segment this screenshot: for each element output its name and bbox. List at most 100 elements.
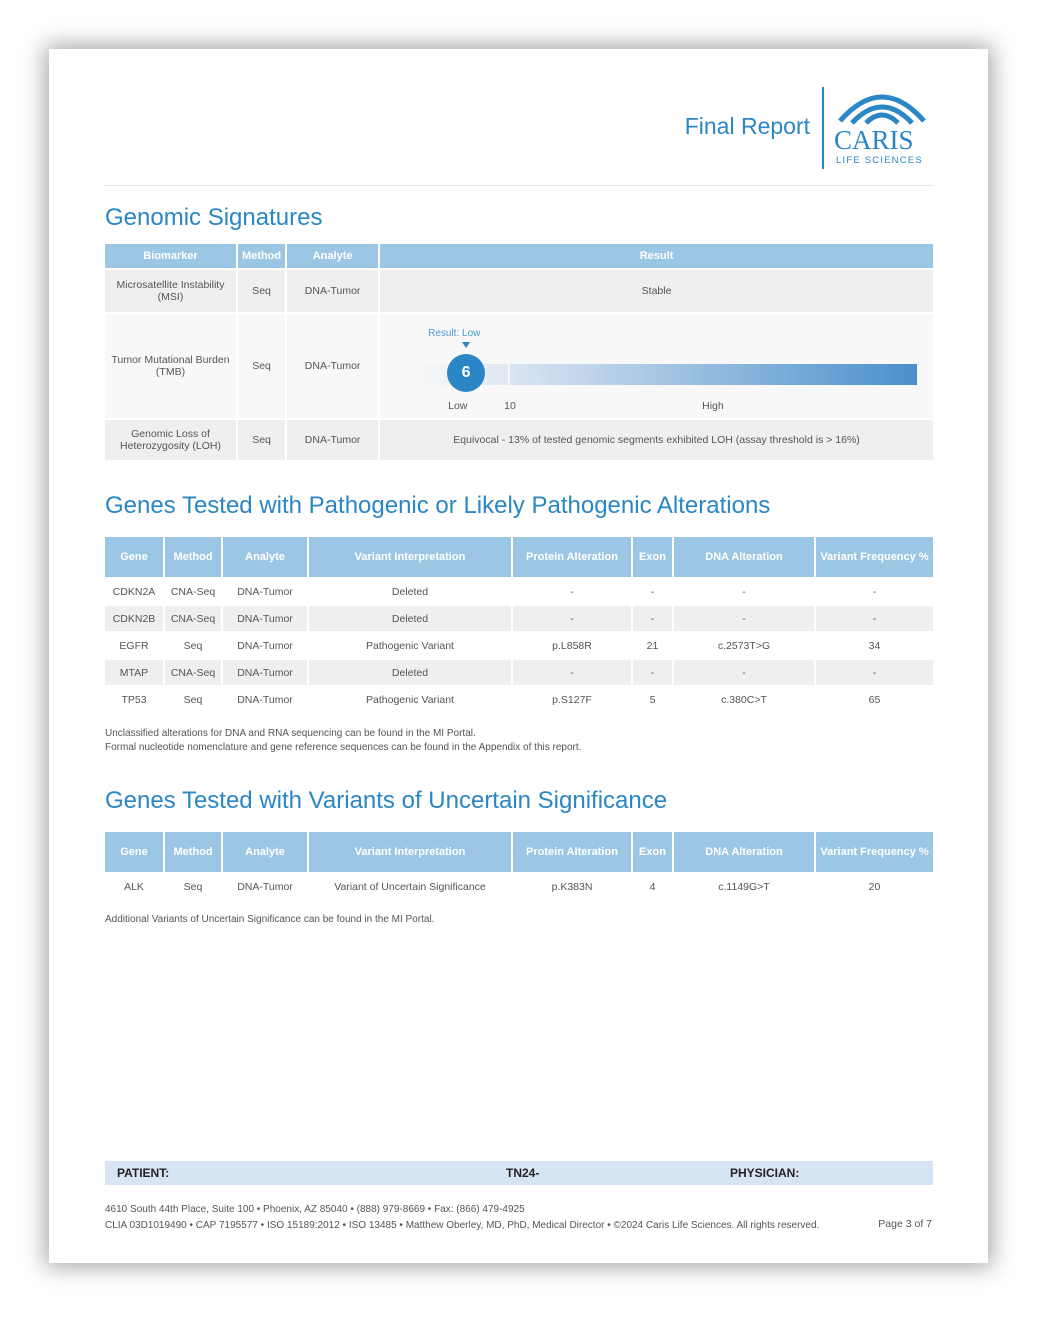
col-header: Variant Frequency % xyxy=(816,832,933,872)
report-page: Final Report CARIS LIFE SCIENCES Genomic… xyxy=(49,49,988,1263)
tmb-threshold-label: 10 xyxy=(504,400,516,412)
cell: - xyxy=(513,606,631,631)
cell: c.2573T>G xyxy=(717,639,771,652)
table-row: MTAP CNA-Seq DNA-Tumor Deleted - - - - xyxy=(105,660,933,685)
table-row: CDKN2A CNA-Seq DNA-Tumor Deleted - - - - xyxy=(105,579,933,604)
marker-arrow-icon xyxy=(462,342,471,348)
svg-text:LIFE SCIENCES: LIFE SCIENCES xyxy=(836,155,923,166)
patient-label: PATIENT: xyxy=(117,1166,170,1180)
cell: 65 xyxy=(868,693,881,706)
cell: Deleted xyxy=(309,606,511,631)
cell: Variant of Uncertain Significance xyxy=(334,880,486,893)
cell: - xyxy=(570,585,574,598)
cell: DNA-Tumor xyxy=(223,660,307,685)
cell: Deleted xyxy=(309,660,511,685)
cell: DNA-Tumor xyxy=(287,270,379,312)
cell: 4 xyxy=(649,880,656,893)
cell: Seq xyxy=(238,420,286,460)
tmb-value-badge: 6 xyxy=(447,354,486,392)
footer-text: 4610 South 44th Place, Suite 100 • Phoen… xyxy=(105,1202,845,1234)
col-header: Gene xyxy=(105,537,163,577)
physician-label: PHYSICIAN: xyxy=(730,1166,800,1180)
col-header: Method xyxy=(238,244,286,268)
vus-table: Gene Method Analyte Variant Interpretation P… xyxy=(103,830,935,901)
cell: CNA-Seq xyxy=(165,660,221,685)
table-row: Microsatellite Instability (MSI) Seq DNA… xyxy=(105,270,933,312)
footer-legal: CLIA 03D1019490 • CAP 7195577 • ISO 1518… xyxy=(105,1220,820,1231)
cell: MTAP xyxy=(105,660,163,685)
tmb-high-band xyxy=(510,364,918,385)
cell: - xyxy=(674,606,814,631)
section-title-vus: Genes Tested with Variants of Uncertain … xyxy=(105,787,668,814)
col-header: Analyte xyxy=(287,244,379,268)
cell: TP53 xyxy=(121,693,147,706)
cell: Seq xyxy=(183,639,203,652)
table-row: ALK Seq DNA-Tumor Variant of Uncertain Sign… xyxy=(105,874,933,899)
footer-address: 4610 South 44th Place, Suite 100 • Phoen… xyxy=(105,1204,525,1215)
col-header: Exon xyxy=(633,832,672,872)
cell: - xyxy=(816,606,933,631)
patient-bar: PATIENT: TN24- PHYSICIAN: xyxy=(105,1161,933,1185)
cell: - xyxy=(513,660,631,685)
cell: - xyxy=(674,660,814,685)
cell: Genomic Loss of Heterozygosity (LOH) xyxy=(105,420,236,460)
col-header: Variant Interpretation xyxy=(309,537,511,577)
cell: DNA-Tumor xyxy=(237,693,293,706)
table-row: Genomic Loss of Heterozygosity (LOH) Seq… xyxy=(105,420,933,460)
cell: Equivocal - 13% of tested genomic segmen… xyxy=(380,420,933,460)
col-header: Variant Interpretation xyxy=(309,832,511,872)
tmb-low-label: Low xyxy=(448,400,468,412)
header-rule xyxy=(105,185,933,186)
pathogenic-notes: Unclassified alterations for DNA and RNA… xyxy=(105,727,581,755)
cell: CDKN2A xyxy=(112,585,156,598)
cell: DNA-Tumor xyxy=(237,585,293,598)
cell: p.L858R xyxy=(552,639,592,652)
col-header: Protein Alteration xyxy=(513,832,631,872)
col-header: Analyte xyxy=(223,832,307,872)
cell: DNA-Tumor xyxy=(287,314,379,418)
cell: - xyxy=(650,585,655,598)
cell: - xyxy=(633,606,672,631)
page-number: Page 3 of 7 xyxy=(878,1218,932,1230)
cell: - xyxy=(872,585,877,598)
cell: - xyxy=(816,660,933,685)
cell: Seq xyxy=(183,880,203,893)
cell: ALK xyxy=(124,880,144,893)
cell: CNA-Seq xyxy=(170,585,216,598)
section-title-pathogenic: Genes Tested with Pathogenic or Likely P… xyxy=(105,492,771,519)
tmb-gauge: Result: Low 6 Low 10 High xyxy=(380,314,933,418)
vus-note: Additional Variants of Uncertain Signifi… xyxy=(105,914,435,925)
header-divider xyxy=(822,87,824,169)
cell: 21 xyxy=(646,639,659,652)
cell: p.S127F xyxy=(552,693,592,706)
cell: - xyxy=(633,660,672,685)
cell: 20 xyxy=(868,880,881,893)
cell: DNA-Tumor xyxy=(223,606,307,631)
cell: c.380C>T xyxy=(721,693,767,706)
caris-logo: CARIS LIFE SCIENCES xyxy=(832,83,952,176)
col-header: DNA Alteration xyxy=(674,537,814,577)
cell: c.1149G>T xyxy=(718,880,770,893)
cell: Stable xyxy=(380,270,933,312)
tmb-high-label: High xyxy=(702,400,724,412)
cell: DNA-Tumor xyxy=(237,639,293,652)
col-header: Result xyxy=(380,244,933,268)
pathogenic-alterations-table: Gene Method Analyte Variant Interpretation P… xyxy=(103,535,935,714)
note: Formal nucleotide nomenclature and gene … xyxy=(105,742,582,753)
col-header: Method xyxy=(165,537,221,577)
cell: Seq xyxy=(183,693,203,706)
col-header: Gene xyxy=(105,832,163,872)
report-title: Final Report xyxy=(684,113,810,139)
cell: Seq xyxy=(238,270,286,312)
cell: Pathogenic Variant xyxy=(366,693,454,706)
cell: EGFR xyxy=(119,639,149,652)
genomic-signatures-table: Biomarker Method Analyte Result Microsat… xyxy=(103,242,935,462)
cell: p.K383N xyxy=(551,880,593,893)
col-header: Method xyxy=(165,832,221,872)
cell: Seq xyxy=(238,314,286,418)
col-header: Biomarker xyxy=(105,244,236,268)
cell: DNA-Tumor xyxy=(287,420,379,460)
table-row: EGFR Seq DNA-Tumor Pathogenic Variant p.L858… xyxy=(105,633,933,658)
col-header: Variant Frequency % xyxy=(816,537,933,577)
cell: DNA-Tumor xyxy=(237,880,293,893)
